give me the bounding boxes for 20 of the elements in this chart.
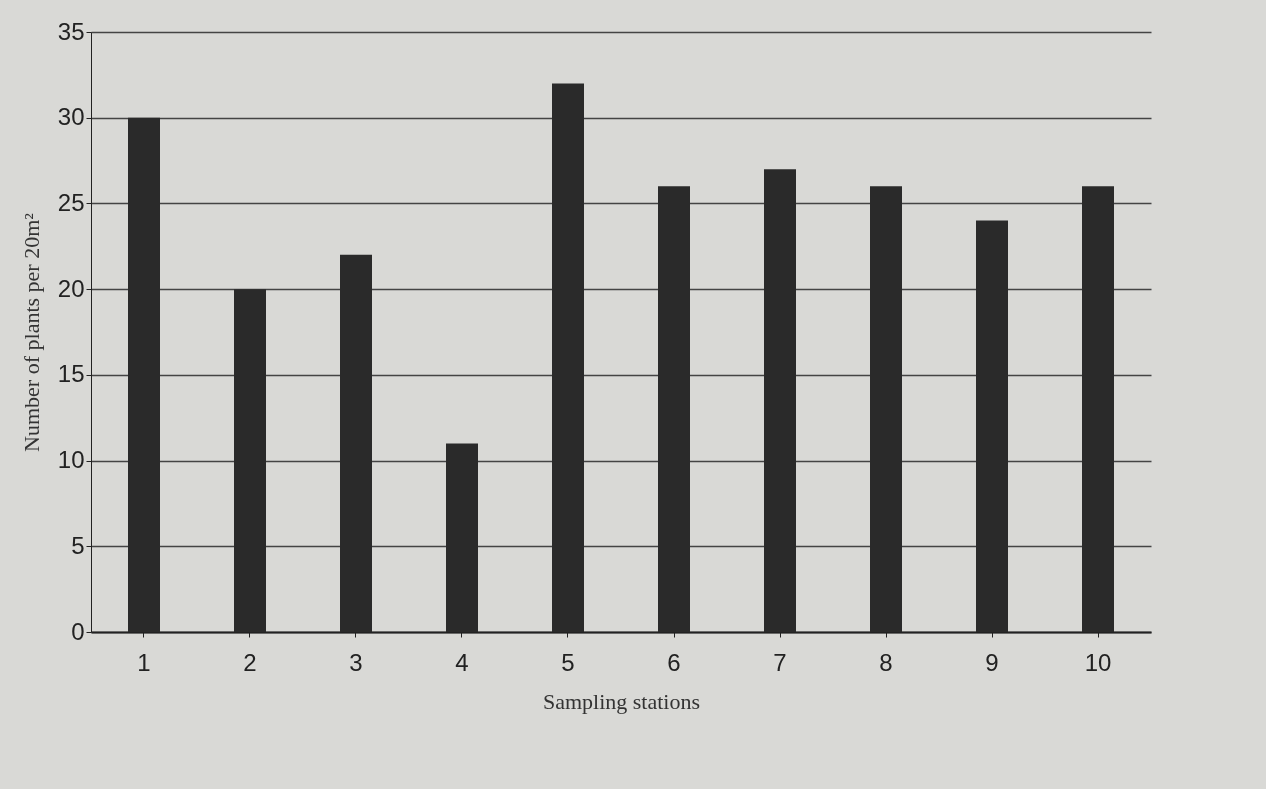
y-tick-label: 35 xyxy=(57,17,85,45)
x-tick-label: 10 xyxy=(1084,648,1112,676)
x-tick-label: 7 xyxy=(773,648,787,676)
y-tick-label: 25 xyxy=(57,188,85,216)
y-tick-label: 30 xyxy=(57,103,85,131)
x-tick-label: 2 xyxy=(243,648,257,676)
y-tick-label: 5 xyxy=(71,531,85,559)
y-tick-label: 20 xyxy=(57,274,85,302)
y-tick-label: 0 xyxy=(71,617,85,645)
x-tick-label: 6 xyxy=(667,648,681,676)
y-tick-label: 15 xyxy=(57,360,85,388)
y-axis-title: Number of plants per 20m² xyxy=(18,212,44,452)
x-tick-label: 1 xyxy=(137,648,151,676)
x-tick-label: 4 xyxy=(455,648,469,676)
x-tick-label: 5 xyxy=(561,648,575,676)
x-tick-label: 3 xyxy=(349,648,363,676)
x-axis-title: Sampling stations xyxy=(542,688,701,714)
y-tick-label: 10 xyxy=(57,446,85,474)
x-tick-label: 8 xyxy=(879,648,893,676)
x-tick-label: 9 xyxy=(985,648,999,676)
